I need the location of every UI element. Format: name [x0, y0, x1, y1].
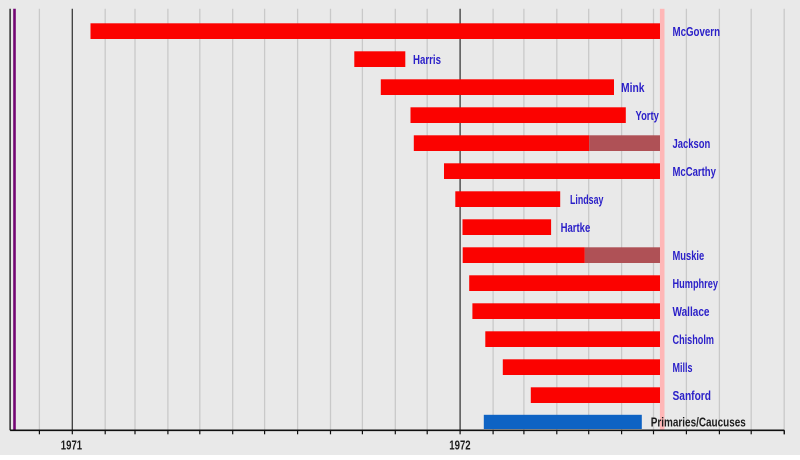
svg-text:Lindsay: Lindsay — [570, 192, 604, 207]
svg-text:Chisholm: Chisholm — [673, 332, 715, 347]
svg-text:McGovern: McGovern — [673, 24, 721, 39]
svg-text:Primaries/Caucuses: Primaries/Caucuses — [651, 415, 746, 430]
svg-text:Mills: Mills — [673, 360, 693, 375]
svg-text:Harris: Harris — [413, 52, 441, 67]
svg-text:1972: 1972 — [449, 438, 470, 453]
svg-text:Jackson: Jackson — [673, 136, 711, 151]
svg-text:Hartke: Hartke — [561, 220, 591, 235]
svg-text:Muskie: Muskie — [673, 248, 705, 263]
svg-text:Sanford: Sanford — [673, 388, 712, 403]
svg-text:Wallace: Wallace — [673, 304, 710, 319]
svg-text:McCarthy: McCarthy — [673, 164, 717, 179]
svg-text:1971: 1971 — [61, 438, 82, 453]
svg-text:Mink: Mink — [621, 80, 645, 95]
svg-text:Yorty: Yorty — [636, 108, 660, 123]
svg-text:Humphrey: Humphrey — [673, 276, 719, 291]
